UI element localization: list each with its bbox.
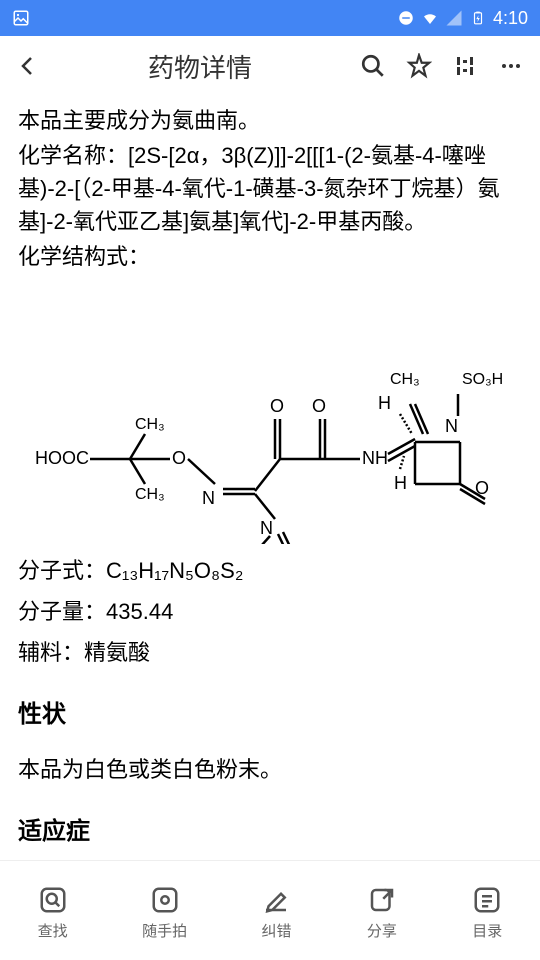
section-indication-title: 适应症 (18, 814, 522, 850)
excipient-line: 辅料：精氨酸 (18, 636, 522, 669)
chemical-name: 化学名称：[2S-[2α，3β(Z)]]-2[[[1-(2-氨基-4-噻唑基)-… (18, 139, 522, 238)
content-area: 本品主要成分为氨曲南。 化学名称：[2S-[2α，3β(Z)]]-2[[[1-(… (0, 96, 540, 860)
section-properties-title: 性状 (18, 697, 522, 733)
chemical-structure-image: HOOC CH₃ CH₃ O N O O (18, 281, 522, 546)
page-title: 药物详情 (56, 48, 344, 85)
svg-text:CH₃: CH₃ (390, 371, 420, 388)
formula-line: 分子式：C₁₃H₁₇N₅O₈S₂ (18, 554, 522, 587)
nav-label: 分享 (367, 920, 397, 941)
star-icon[interactable] (406, 53, 432, 79)
nav-share-icon (366, 884, 398, 916)
nav-label: 纠错 (261, 920, 291, 941)
svg-text:O: O (172, 448, 186, 468)
svg-text:HOOC: HOOC (35, 448, 89, 468)
nav-correct[interactable]: 纠错 (260, 884, 292, 941)
nav-camera[interactable]: 随手拍 (142, 884, 187, 941)
nav-label: 查找 (38, 920, 68, 941)
bottom-nav: 查找 随手拍 纠错 分享 目录 (0, 860, 540, 960)
svg-text:H: H (394, 473, 407, 493)
header: 药物详情 (0, 36, 540, 96)
svg-text:CH₃: CH₃ (135, 486, 165, 503)
image-icon (12, 9, 30, 27)
svg-text:O: O (270, 396, 284, 416)
battery-icon (469, 9, 487, 27)
nav-toc[interactable]: 目录 (471, 884, 503, 941)
status-time: 4:10 (493, 8, 528, 29)
weight-line: 分子量：435.44 (18, 595, 522, 628)
nav-edit-icon (260, 884, 292, 916)
dnd-icon (397, 9, 415, 27)
wifi-icon (421, 9, 439, 27)
search-icon[interactable] (360, 53, 386, 79)
properties-text: 本品为白色或类白色粉末。 (18, 753, 522, 786)
nav-label: 随手拍 (142, 920, 187, 941)
svg-text:NH: NH (362, 448, 388, 468)
svg-text:O: O (312, 396, 326, 416)
signal-icon (445, 9, 463, 27)
nav-label: 目录 (472, 920, 502, 941)
component-text: 本品主要成分为氨曲南。 (18, 104, 522, 137)
svg-text:SO₃H: SO₃H (462, 371, 503, 388)
nav-share[interactable]: 分享 (366, 884, 398, 941)
nav-toc-icon (471, 884, 503, 916)
svg-text:N: N (445, 416, 458, 436)
nav-camera-icon (149, 884, 181, 916)
svg-text:H: H (378, 393, 391, 413)
back-button[interactable] (16, 54, 40, 78)
nav-search-icon (37, 884, 69, 916)
more-icon[interactable] (498, 53, 524, 79)
status-bar: 4:10 (0, 0, 540, 36)
svg-text:N: N (260, 518, 273, 538)
svg-text:CH₃: CH₃ (135, 416, 165, 433)
svg-text:N: N (202, 488, 215, 508)
font-icon[interactable] (452, 53, 478, 79)
structure-label: 化学结构式： (18, 240, 522, 273)
svg-text:O: O (475, 478, 489, 498)
nav-search[interactable]: 查找 (37, 884, 69, 941)
